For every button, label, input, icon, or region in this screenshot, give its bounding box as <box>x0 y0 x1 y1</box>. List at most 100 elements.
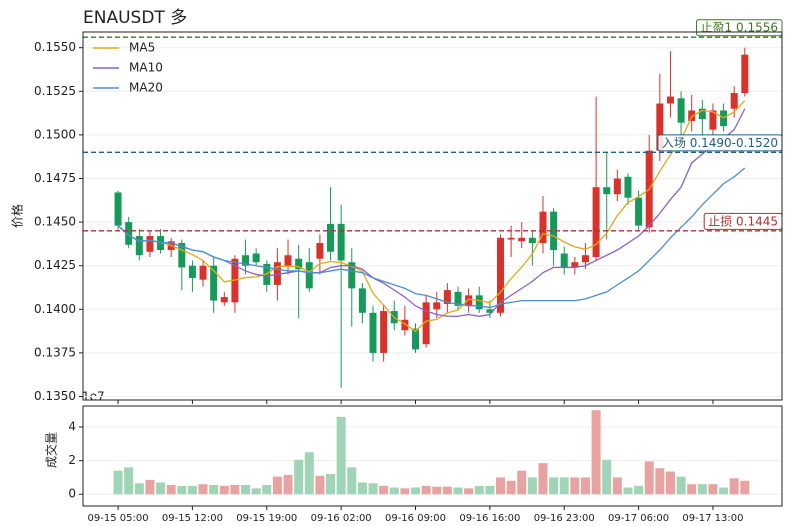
candle-body <box>358 288 366 313</box>
volume-bar <box>283 474 293 495</box>
candle-body <box>635 197 643 226</box>
x-tick-label: 09-15 19:00 <box>236 513 297 524</box>
volume-bar <box>251 488 261 495</box>
y-tick-label: 0.1550 <box>34 40 76 54</box>
ma-line <box>117 167 746 309</box>
volume-bar <box>230 484 240 495</box>
candle-body <box>677 98 685 123</box>
volume-bar <box>421 485 431 495</box>
candle-body <box>592 187 600 257</box>
volume-axis-label: 成交量 <box>44 432 59 468</box>
volume-bar <box>697 484 707 495</box>
volume-bar <box>442 486 452 495</box>
volume-bar <box>379 485 389 495</box>
volume-bar <box>474 485 484 495</box>
candle-body <box>401 319 409 331</box>
y-tick-label: 0.1525 <box>34 84 76 98</box>
y-tick-label: 0.1350 <box>34 389 76 403</box>
x-tick-label: 09-16 02:00 <box>311 513 372 524</box>
candle-body <box>188 265 196 278</box>
volume-bar <box>272 476 282 495</box>
volume-bar <box>400 488 410 495</box>
volume-bar <box>464 488 474 495</box>
y-tick-label: 0 <box>68 487 76 501</box>
volume-bar <box>315 475 325 495</box>
level-label-text: 止盈1 0.1556 <box>701 21 778 35</box>
level-label: 止损 0.1445 <box>703 212 783 230</box>
y-tick-label: 0.1500 <box>34 127 76 141</box>
candle-body <box>603 187 611 195</box>
volume-bar <box>580 477 590 495</box>
volume-bar <box>347 467 357 495</box>
candle-body <box>199 265 207 280</box>
volume-bar <box>389 487 399 495</box>
candle-body <box>305 262 313 289</box>
level-label-text: 入场 0.1490-0.1520 <box>662 136 778 150</box>
candle-body <box>348 262 356 289</box>
candle-body <box>698 108 706 120</box>
volume-bar <box>219 485 229 495</box>
volume-bar <box>655 468 665 495</box>
volume-bar <box>549 477 559 495</box>
y-tick-label: 0.1450 <box>34 215 76 229</box>
plot-frame <box>82 31 783 401</box>
level-label-text: 止损 0.1445 <box>708 214 778 228</box>
candle-body <box>125 222 133 245</box>
volume-bar <box>368 483 378 495</box>
chart-title: ENAUSDT 多 <box>83 8 187 28</box>
candle-body <box>157 236 165 251</box>
ma-line <box>117 100 746 333</box>
candle-body <box>666 96 674 104</box>
candle-body <box>539 211 547 244</box>
volume-bar <box>294 459 304 495</box>
candle-body <box>284 255 292 266</box>
candle-body <box>114 192 122 226</box>
volume-bar <box>506 480 516 495</box>
y-tick-label: 4 <box>68 420 76 434</box>
candle-body <box>327 223 335 252</box>
volume-bar <box>570 477 580 495</box>
volume-bar <box>708 484 718 495</box>
candle-body <box>571 262 579 268</box>
volume-bar <box>432 486 442 495</box>
volume-bar <box>336 416 346 495</box>
x-tick-label: 09-15 05:00 <box>88 513 149 524</box>
volume-bar <box>719 487 729 495</box>
y-tick-label: 2 <box>68 453 76 467</box>
candle-body <box>454 291 462 306</box>
x-tick-label: 09-17 13:00 <box>682 513 743 524</box>
candle-body <box>242 255 250 266</box>
candle-body <box>507 237 515 240</box>
candle-body <box>337 223 345 261</box>
volume-bar <box>517 470 527 495</box>
volume-bar <box>241 484 251 495</box>
volume-bar <box>326 474 336 495</box>
volume-bar <box>453 487 463 495</box>
legend-label: MA5 <box>129 41 155 55</box>
volume-bar <box>591 410 601 495</box>
candle-body <box>178 243 186 268</box>
volume-bar <box>729 478 739 495</box>
candle-body <box>263 263 271 285</box>
legend-label: MA10 <box>129 61 163 75</box>
volume-bar <box>304 452 314 495</box>
y-tick-label: 0.1475 <box>34 171 76 185</box>
x-tick-label: 09-16 09:00 <box>385 513 446 524</box>
level-label: 入场 0.1490-0.1520 <box>657 134 783 152</box>
volume-bar <box>485 485 495 495</box>
volume-bar <box>602 459 612 495</box>
volume-bar <box>538 463 548 495</box>
volume-bar <box>262 484 272 495</box>
y-tick-label: 0.1425 <box>34 258 76 272</box>
volume-bar <box>177 485 187 495</box>
volume-bar <box>676 476 686 495</box>
volume-bar <box>124 467 134 495</box>
volume-bar <box>527 477 537 495</box>
legend-label: MA20 <box>129 81 163 95</box>
candle-body <box>581 255 589 263</box>
volume-bar <box>495 477 505 495</box>
volume-bar <box>113 470 123 495</box>
volume-bar <box>740 480 750 495</box>
